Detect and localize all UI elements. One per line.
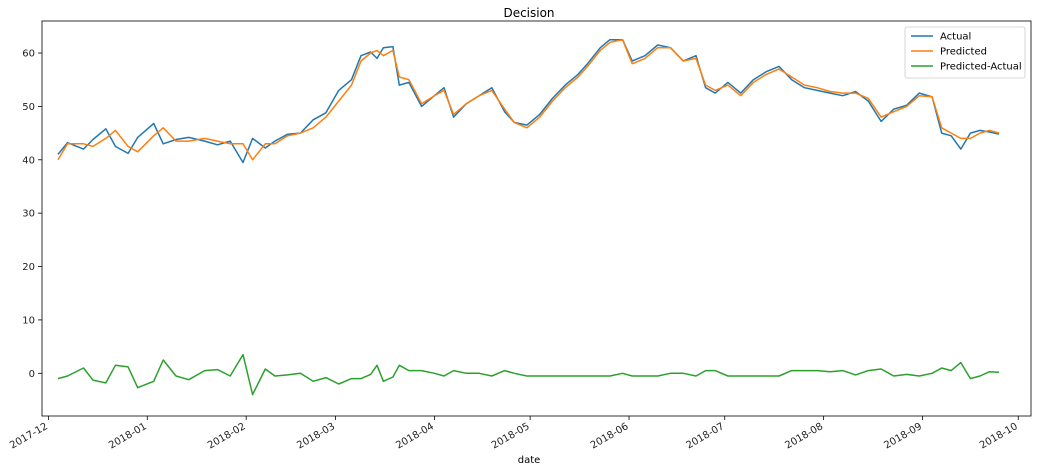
y-tick-label: 10 — [22, 315, 35, 326]
y-tick-label: 0 — [29, 369, 35, 380]
legend-label: Predicted-Actual — [940, 62, 1022, 73]
legend-label: Actual — [940, 32, 971, 43]
series-line-predicted — [57, 38, 1000, 161]
series-line-predicted-actual — [57, 353, 1000, 396]
y-tick-label: 30 — [22, 209, 35, 220]
legend-label: Predicted — [940, 47, 987, 58]
y-tick-label: 50 — [22, 102, 35, 113]
plot-area — [41, 20, 1032, 417]
legend: Actual Predicted Predicted-Actual — [904, 26, 1026, 79]
y-tick-label: 60 — [22, 49, 35, 60]
chart-title: Decision — [503, 6, 554, 20]
y-axis: 0 10 20 30 40 50 60 — [22, 49, 42, 380]
y-tick-label: 40 — [22, 155, 35, 166]
series-lines — [57, 38, 1000, 396]
y-tick-label: 20 — [22, 262, 35, 273]
x-axis-label: date — [518, 455, 541, 466]
legend-box — [904, 26, 1026, 79]
